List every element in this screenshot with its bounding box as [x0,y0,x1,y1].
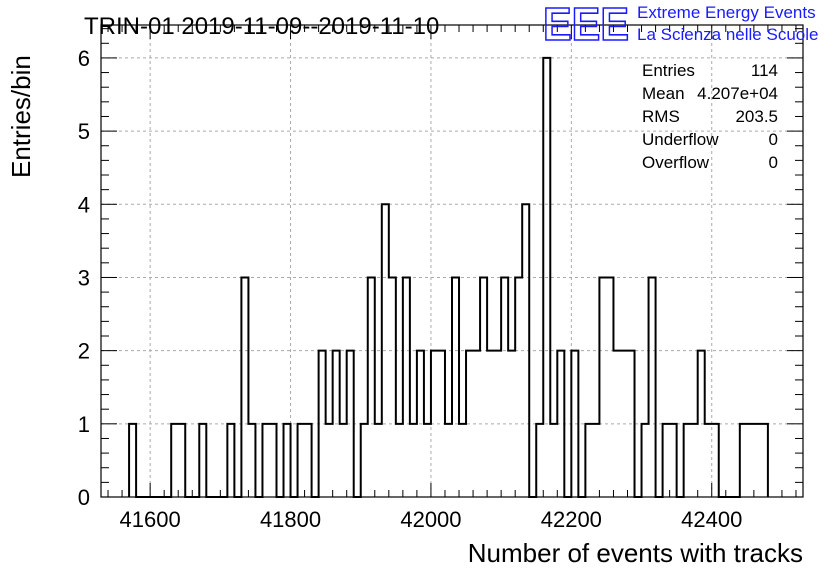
histogram-bin [705,424,712,497]
histogram-bin [501,277,508,497]
y-tick-label: 5 [78,119,90,144]
histogram-bin [248,424,255,497]
plot-frame [100,24,804,498]
histogram-bin [389,277,396,497]
stats-underflow-label: Underflow [642,130,719,149]
histogram-bin [536,424,543,497]
stats-overflow-label: Overflow [642,153,710,172]
stats-entries-value: 114 [751,61,778,80]
histogram-bin [326,424,333,497]
stats-underflow-value: 0 [769,130,778,149]
x-tick-label: 42000 [400,507,461,532]
histogram-outline [128,56,769,498]
x-tick-label: 42400 [681,507,742,532]
histogram-bin [684,424,691,497]
chart-title: TRIN-01 2019-11-09--2019-11-10 [84,13,439,40]
histogram-bin [241,277,248,497]
tick-labels: 41600 41800 42000 42200 42400 0 1 2 3 4 5 6 [78,46,743,532]
histogram-bin [761,424,768,497]
histogram-bin [452,277,459,497]
histogram-bin [515,277,522,497]
stats-rms-label: RMS [642,107,680,126]
histogram-bin [269,424,276,497]
histogram-bin [585,424,592,497]
stats-mean-value: 4.207e+04 [697,84,778,103]
histogram-bin [592,424,599,497]
histogram-bin [178,424,185,497]
histogram-bin [550,424,557,497]
stats-overflow-value: 0 [769,153,778,172]
histogram-bin [284,424,291,497]
histogram-bin [642,424,649,497]
histogram-bin [199,424,206,497]
histogram-bin [663,424,670,497]
histogram-bin [747,424,754,497]
histogram-bin [410,424,417,497]
histogram-bin [171,424,178,497]
histogram-bin [227,424,234,497]
histogram-bin [424,424,431,497]
histogram-bin [129,424,136,497]
histogram-bin [403,277,410,497]
y-tick-label: 0 [78,485,90,510]
histogram-bin [459,424,466,497]
histogram-bin [375,424,382,497]
eee-logo: EEE Extreme Energy Events La Scienza nel… [542,0,818,51]
x-tick-label: 41800 [260,507,321,532]
histogram-bin [396,424,403,497]
y-axis-label: Entries/bin [6,55,36,178]
y-tick-label: 1 [78,412,90,437]
histogram-bin [368,277,375,497]
histogram-bin [740,424,747,497]
y-tick-label: 4 [78,192,90,217]
histogram-bin [712,424,719,497]
logo-line1: Extreme Energy Events [637,3,816,22]
stats-mean-label: Mean [642,84,685,103]
histogram-bin [298,424,305,497]
histogram-bin [691,424,698,497]
stats-entries-label: Entries [642,61,695,80]
y-tick-label: 6 [78,46,90,71]
histogram-bin [305,424,312,497]
stats-rms-value: 203.5 [735,107,778,126]
histogram-line [128,56,769,498]
x-tick-label: 42200 [541,507,602,532]
y-tick-label: 3 [78,265,90,290]
histogram-bin [340,424,347,497]
y-tick-label: 2 [78,339,90,364]
x-axis-label: Number of events with tracks [468,538,803,568]
x-tick-label: 41600 [120,507,181,532]
logo-line2: La Scienza nelle Scuole [637,25,818,44]
histogram-bin [649,277,656,497]
logo-letters: EEE [543,0,629,50]
histogram-bin [361,424,368,497]
axis-ticks [101,25,803,498]
histogram-bin [670,424,677,497]
histogram-bin [599,277,606,497]
histogram-bin [480,277,487,497]
stats-box: Entries 114 Mean 4.207e+04 RMS 203.5 Und… [642,61,778,172]
histogram-bin [262,424,269,497]
histogram-bin [606,277,613,497]
histogram-bin [445,424,452,497]
histogram-bin [754,424,761,497]
